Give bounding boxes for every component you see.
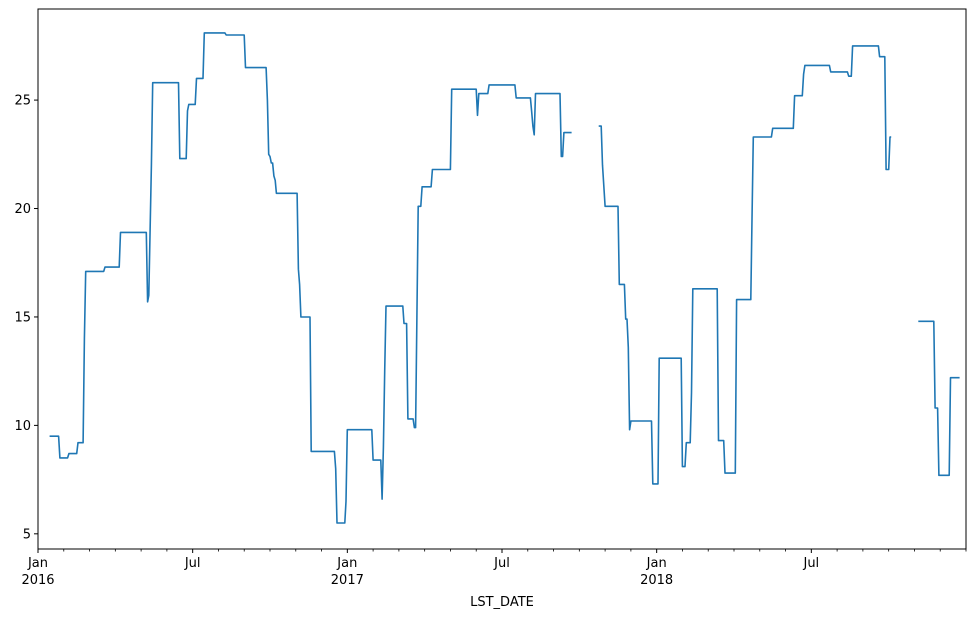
y-tick-label: 15 <box>14 310 31 325</box>
y-tick-label: 10 <box>14 419 31 434</box>
x-tick-year-label: 2018 <box>640 573 673 588</box>
y-tick-label: 20 <box>14 202 31 217</box>
y-tick-label: 25 <box>14 94 31 109</box>
x-axis: Jan 2016 Jul Jan 2017 Jul Jan 2018 Jul <box>21 549 967 588</box>
y-axis: 5 10 15 20 25 <box>14 94 38 542</box>
y-tick-label: 5 <box>23 527 31 542</box>
series-line-segment-3 <box>918 320 960 477</box>
series-line-segment-2 <box>598 45 892 485</box>
x-tick-label: Jan <box>336 556 357 571</box>
series-line-segment-1 <box>49 32 572 524</box>
x-tick-year-label: 2017 <box>331 573 364 588</box>
x-tick-label: Jan <box>646 556 667 571</box>
x-axis-label: LST_DATE <box>470 595 534 610</box>
x-tick-label: Jul <box>184 556 201 571</box>
plot-area <box>38 9 966 549</box>
x-tick-year-label: 2016 <box>21 573 54 588</box>
series-layer <box>49 32 960 524</box>
x-tick-label: Jul <box>802 556 819 571</box>
x-tick-label: Jul <box>493 556 510 571</box>
x-tick-label: Jan <box>27 556 48 571</box>
axes-frame <box>37 8 967 550</box>
